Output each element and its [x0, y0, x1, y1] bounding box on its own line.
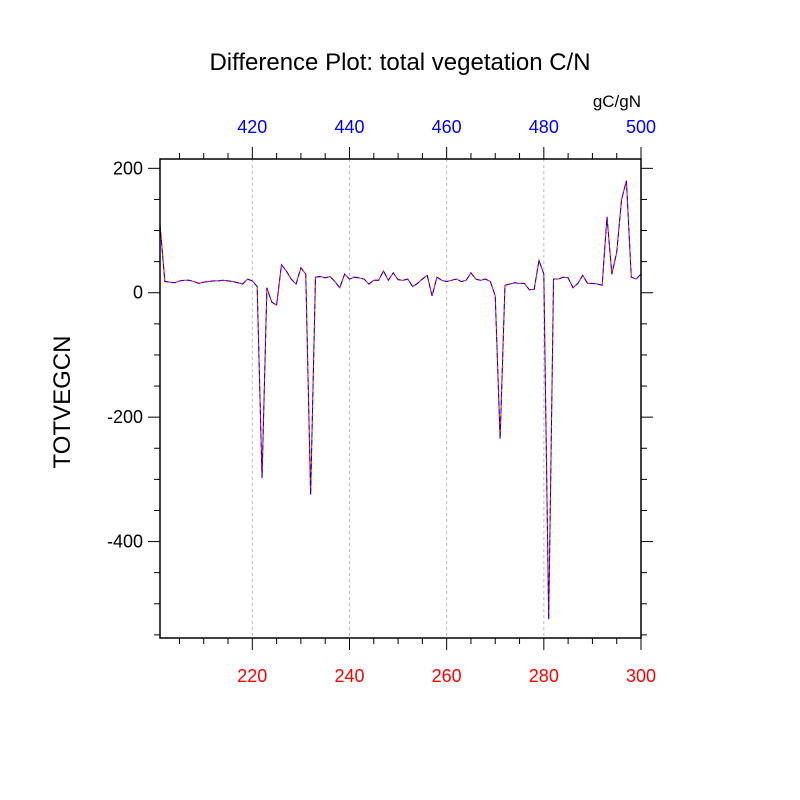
axes: 200 0 -200 -400 220 240 260 280 300 420 440 460 480 5… — [107, 117, 656, 686]
chart-title: Difference Plot: total vegetation C/N — [209, 49, 590, 76]
x-tick-label-bottom-0: 220 — [237, 666, 267, 686]
x-tick-label-top-4: 500 — [626, 117, 656, 137]
x-tick-label-top-3: 480 — [529, 117, 559, 137]
y-tick-label-1: 0 — [133, 283, 143, 303]
x-tick-label-top-2: 460 — [432, 117, 462, 137]
x-tick-label-bottom-2: 260 — [432, 666, 462, 686]
y-tick-label-3: -400 — [107, 532, 143, 552]
x-tick-label-bottom-4: 300 — [626, 666, 656, 686]
series-line-blue — [159, 180, 642, 620]
y-tick-label-2: -200 — [107, 407, 143, 427]
plot-frame — [159, 158, 642, 639]
x-tick-label-bottom-3: 280 — [529, 666, 559, 686]
series-lines — [159, 180, 642, 620]
x-tick-label-top-0: 420 — [237, 117, 267, 137]
y-axis-label: TOTVEGCN — [49, 336, 76, 469]
units-label: gC/gN — [593, 92, 641, 111]
x-tick-label-bottom-1: 240 — [334, 666, 364, 686]
series-line-red — [159, 180, 642, 620]
y-tick-label-0: 200 — [113, 158, 143, 178]
grid-lines — [251, 159, 642, 638]
x-tick-label-top-1: 440 — [334, 117, 364, 137]
